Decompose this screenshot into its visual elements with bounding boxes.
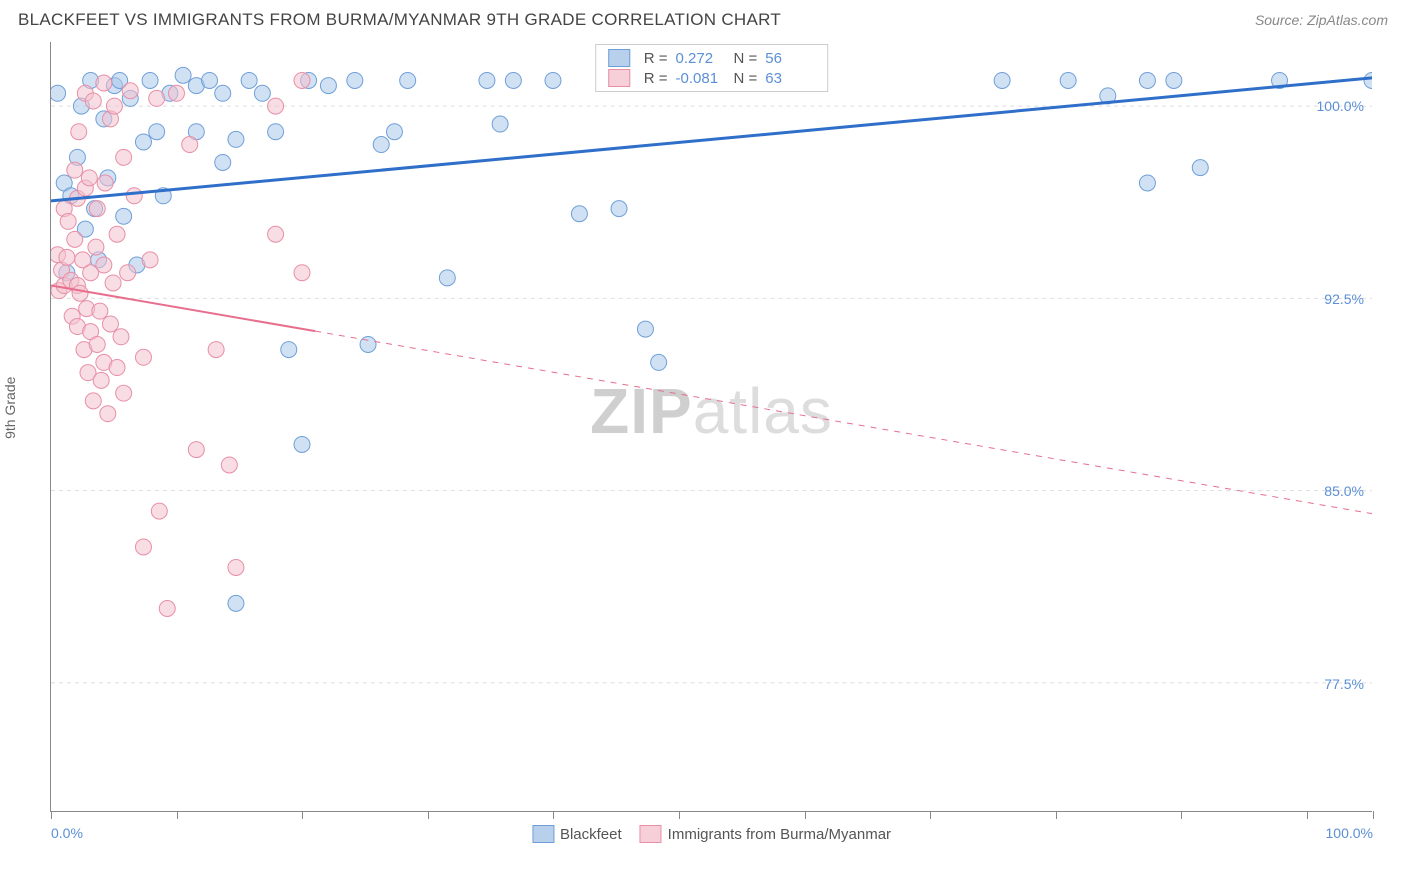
x-tick bbox=[1373, 811, 1374, 819]
r-value-burma: -0.081 bbox=[676, 70, 726, 87]
stats-row-burma: R = -0.081 N = 63 bbox=[608, 69, 816, 87]
legend-label-burma: Immigrants from Burma/Myanmar bbox=[668, 826, 891, 843]
plot-area: ZIPatlas R = 0.272 N = 56 R = -0.081 N =… bbox=[50, 42, 1372, 812]
stats-row-blackfeet: R = 0.272 N = 56 bbox=[608, 49, 816, 67]
y-tick-label: 77.5% bbox=[1324, 676, 1364, 692]
y-tick-label: 92.5% bbox=[1324, 291, 1364, 307]
r-label: R = bbox=[644, 70, 668, 87]
legend-swatch-blackfeet bbox=[532, 825, 554, 843]
x-tick bbox=[1181, 811, 1182, 819]
n-value-blackfeet: 56 bbox=[765, 50, 815, 67]
x-tick bbox=[679, 811, 680, 819]
x-tick bbox=[428, 811, 429, 819]
y-tick-label: 85.0% bbox=[1324, 483, 1364, 499]
legend-item-blackfeet: Blackfeet bbox=[532, 825, 622, 843]
legend-item-burma: Immigrants from Burma/Myanmar bbox=[640, 825, 891, 843]
x-tick bbox=[177, 811, 178, 819]
y-tick-label: 100.0% bbox=[1317, 98, 1364, 114]
scatter-svg bbox=[51, 42, 1372, 811]
x-tick bbox=[805, 811, 806, 819]
x-tick bbox=[1307, 811, 1308, 819]
x-tick bbox=[51, 811, 52, 819]
r-label: R = bbox=[644, 50, 668, 67]
y-axis-label: 9th Grade bbox=[2, 377, 18, 439]
x-tick bbox=[302, 811, 303, 819]
legend-bottom: Blackfeet Immigrants from Burma/Myanmar bbox=[532, 825, 891, 843]
x-tick-label: 0.0% bbox=[51, 825, 83, 841]
legend-swatch-burma bbox=[640, 825, 662, 843]
n-label: N = bbox=[734, 50, 758, 67]
n-label: N = bbox=[734, 70, 758, 87]
x-tick bbox=[553, 811, 554, 819]
chart-title: BLACKFEET VS IMMIGRANTS FROM BURMA/MYANM… bbox=[18, 10, 781, 30]
stats-swatch-burma bbox=[608, 69, 630, 87]
chart-container: 9th Grade ZIPatlas R = 0.272 N = 56 R = … bbox=[18, 42, 1388, 882]
stats-swatch-blackfeet bbox=[608, 49, 630, 67]
n-value-burma: 63 bbox=[765, 70, 815, 87]
x-tick bbox=[1056, 811, 1057, 819]
legend-label-blackfeet: Blackfeet bbox=[560, 826, 622, 843]
stats-box: R = 0.272 N = 56 R = -0.081 N = 63 bbox=[595, 44, 829, 92]
source-attribution: Source: ZipAtlas.com bbox=[1255, 12, 1388, 28]
x-tick-label: 100.0% bbox=[1326, 825, 1373, 841]
r-value-blackfeet: 0.272 bbox=[676, 50, 726, 67]
x-tick bbox=[930, 811, 931, 819]
